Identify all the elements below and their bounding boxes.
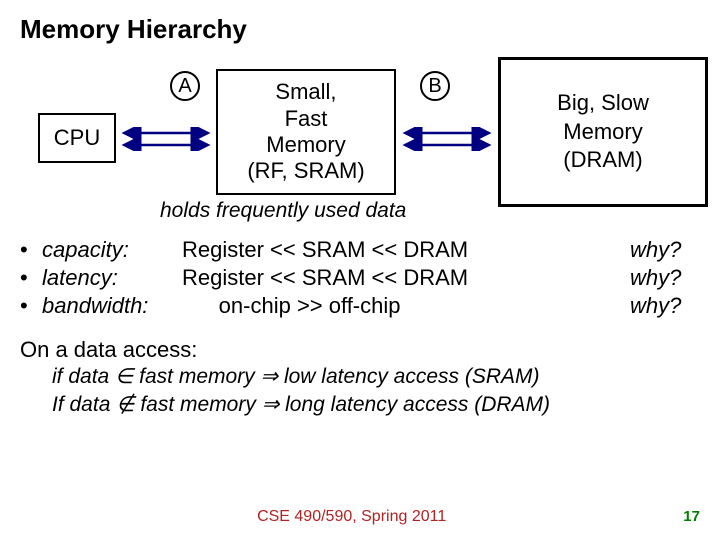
arrow-b-icon bbox=[396, 127, 498, 151]
bullet-value: on-chip >> off-chip bbox=[182, 293, 630, 319]
bullet-label: latency: bbox=[42, 265, 182, 291]
circle-a-text: A bbox=[178, 75, 191, 98]
fast-memory-label: Small, Fast Memory (RF, SRAM) bbox=[247, 79, 364, 185]
bullet-label: bandwidth: bbox=[42, 293, 182, 319]
access-line: If data ∉ fast memory ⇒ long latency acc… bbox=[52, 391, 700, 419]
label-circle-b: B bbox=[420, 71, 450, 101]
bullet-dot-icon: • bbox=[20, 265, 42, 291]
access-line: if data ∈ fast memory ⇒ low latency acce… bbox=[52, 363, 700, 391]
hierarchy-diagram: CPU Small, Fast Memory (RF, SRAM) Big, S… bbox=[20, 51, 700, 241]
slow-memory-box: Big, Slow Memory (DRAM) bbox=[498, 57, 708, 207]
bullet-value: Register << SRAM << DRAM bbox=[182, 265, 630, 291]
label-circle-a: A bbox=[170, 71, 200, 101]
bullet-row: • latency: Register << SRAM << DRAM why? bbox=[20, 265, 700, 291]
page-title: Memory Hierarchy bbox=[20, 14, 700, 45]
bullet-list: • capacity: Register << SRAM << DRAM why… bbox=[20, 237, 700, 319]
bullet-why: why? bbox=[630, 293, 700, 319]
circle-b-text: B bbox=[428, 75, 441, 98]
fast-memory-box: Small, Fast Memory (RF, SRAM) bbox=[216, 69, 396, 195]
cpu-label: CPU bbox=[54, 125, 100, 151]
diagram-caption: holds frequently used data bbox=[160, 199, 406, 223]
page-number: 17 bbox=[683, 508, 700, 525]
footer-text: CSE 490/590, Spring 2011 bbox=[257, 508, 446, 526]
access-heading: On a data access: bbox=[20, 337, 700, 363]
slow-memory-label: Big, Slow Memory (DRAM) bbox=[557, 89, 649, 175]
bullet-row: • bandwidth: on-chip >> off-chip why? bbox=[20, 293, 700, 319]
cpu-box: CPU bbox=[38, 113, 116, 163]
bullet-why: why? bbox=[630, 265, 700, 291]
arrow-a-icon bbox=[116, 127, 216, 151]
bullet-dot-icon: • bbox=[20, 293, 42, 319]
